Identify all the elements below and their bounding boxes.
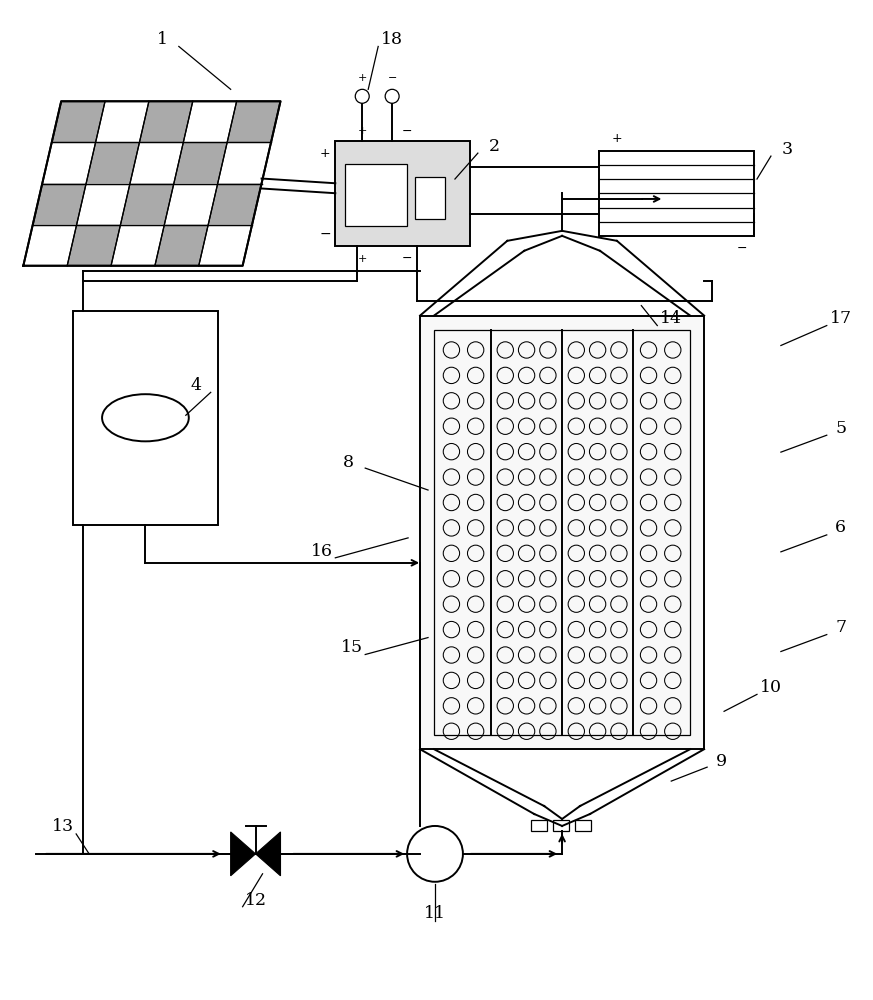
Bar — [335, 141, 470, 246]
Polygon shape — [155, 225, 209, 266]
Text: 5: 5 — [835, 420, 846, 437]
Text: 16: 16 — [312, 543, 333, 560]
Bar — [600, 151, 754, 236]
Text: 6: 6 — [835, 519, 846, 536]
Text: 11: 11 — [424, 905, 446, 922]
Text: 18: 18 — [382, 31, 403, 48]
Polygon shape — [67, 225, 120, 266]
Text: +: + — [612, 132, 622, 145]
Text: +: + — [358, 73, 367, 83]
Polygon shape — [174, 142, 227, 184]
Text: −: − — [737, 242, 747, 255]
Text: −: − — [320, 227, 331, 241]
Polygon shape — [227, 101, 280, 142]
Bar — [531, 820, 547, 831]
Polygon shape — [120, 184, 174, 225]
Text: +: + — [358, 126, 367, 136]
Bar — [346, 164, 407, 226]
Text: 7: 7 — [835, 619, 846, 636]
Text: 13: 13 — [52, 818, 74, 835]
Text: −: − — [388, 73, 397, 83]
Polygon shape — [33, 184, 86, 225]
Text: 4: 4 — [190, 377, 202, 394]
Bar — [420, 316, 705, 749]
Polygon shape — [140, 101, 193, 142]
Text: +: + — [358, 254, 367, 264]
Polygon shape — [86, 142, 140, 184]
Text: 15: 15 — [341, 639, 363, 656]
Polygon shape — [52, 101, 105, 142]
Bar — [434, 330, 691, 735]
Bar — [415, 177, 445, 219]
Text: 9: 9 — [716, 753, 726, 770]
Text: 2: 2 — [489, 138, 500, 155]
Text: −: − — [402, 252, 412, 265]
Text: 17: 17 — [829, 310, 852, 327]
Text: 10: 10 — [760, 679, 782, 696]
Text: 12: 12 — [244, 892, 266, 909]
Bar — [553, 820, 569, 831]
Text: 1: 1 — [157, 31, 168, 48]
Bar — [575, 820, 591, 831]
Polygon shape — [209, 184, 262, 225]
Polygon shape — [256, 832, 280, 876]
Text: 8: 8 — [343, 454, 354, 471]
Bar — [73, 311, 217, 525]
Polygon shape — [230, 832, 256, 876]
Text: −: − — [402, 125, 412, 138]
Text: +: + — [320, 147, 331, 160]
Text: 14: 14 — [660, 310, 683, 327]
Text: 3: 3 — [781, 141, 793, 158]
